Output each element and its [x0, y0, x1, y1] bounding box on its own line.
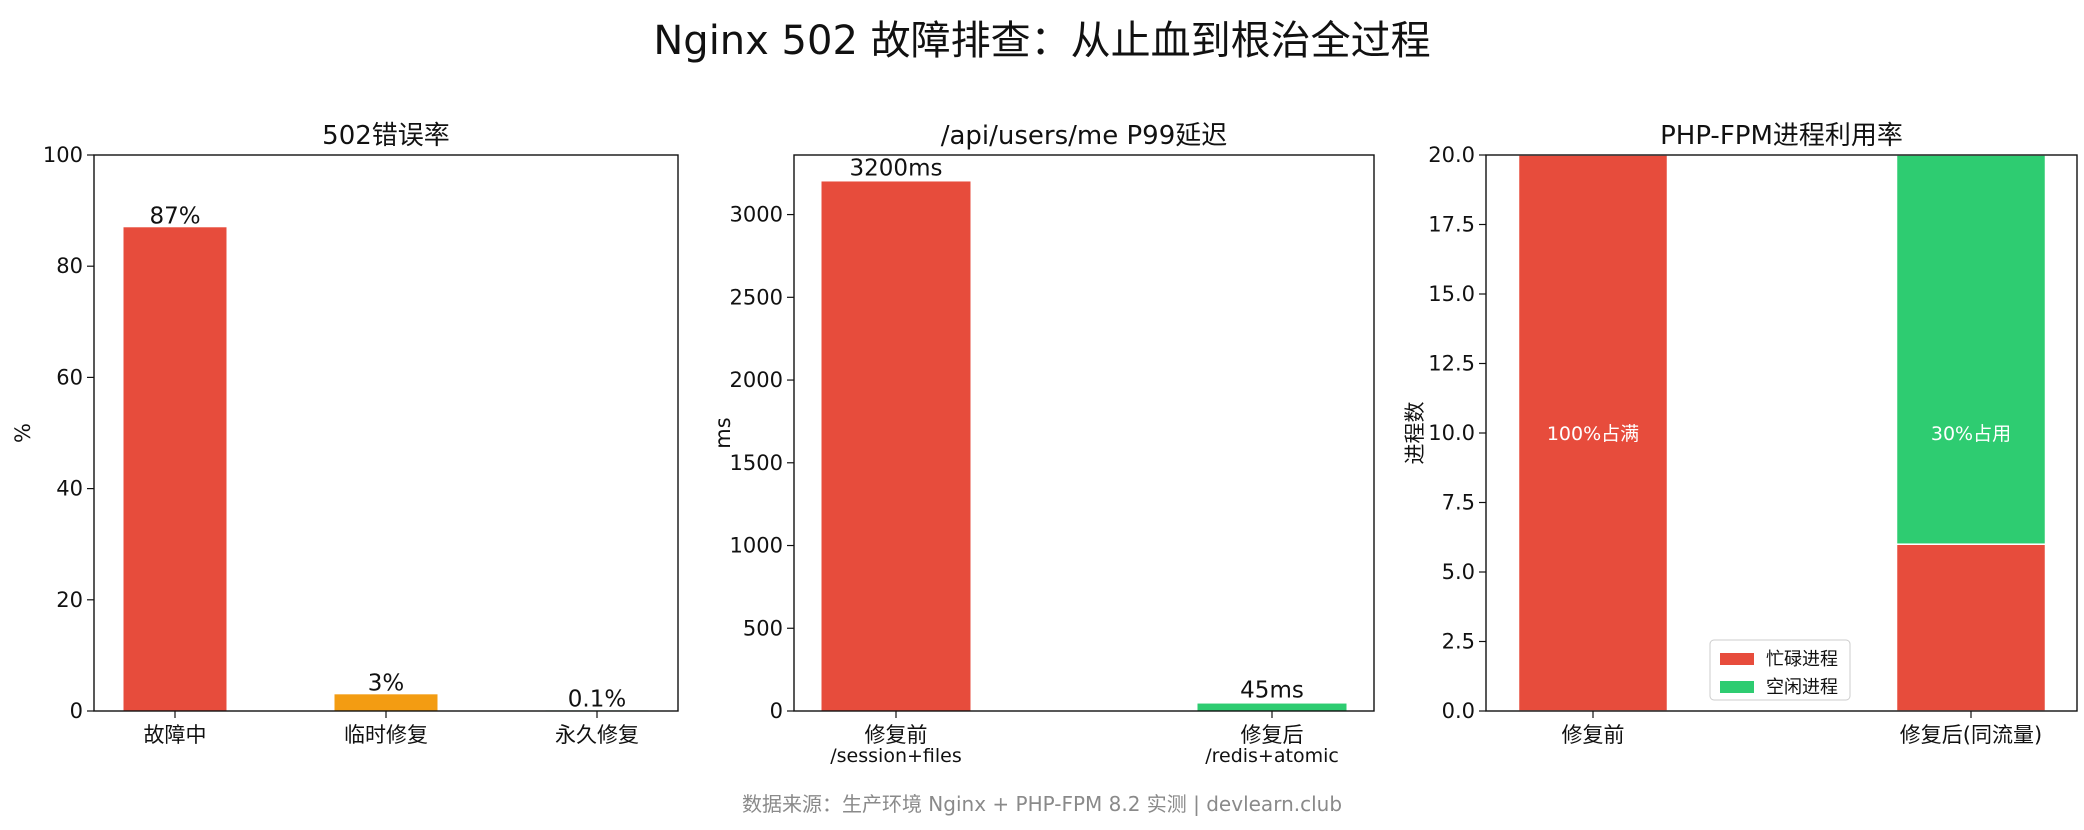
bar-修复后: [1197, 703, 1347, 711]
panel-3-y-tick-label: 2.5: [1442, 630, 1475, 654]
bar-value-label: 45ms: [1240, 678, 1304, 704]
panel-1-axes-frame: [93, 154, 679, 712]
legend-swatch-空闲进程: [1720, 681, 1754, 693]
legend-swatch-忙碌进程: [1720, 653, 1754, 665]
bar-value-label: 87%: [149, 203, 200, 229]
panel-3-y-tick-label: 0.0: [1442, 699, 1475, 723]
panel-3-y-tick-label: 5.0: [1442, 560, 1475, 584]
legend-label: 空闲进程: [1766, 677, 1838, 698]
panel-1-y-axis-label: %: [11, 423, 35, 443]
stacked-bar-忙碌进程: [1895, 543, 2047, 712]
panel-1-y-tick-label: 60: [56, 365, 83, 389]
x-tick-sublabel: /redis+atomic: [1205, 745, 1339, 767]
panel-1-y-tick-label: 40: [56, 477, 83, 501]
bar-annotation: 100%占满: [1547, 423, 1639, 445]
x-tick-label: 修复前: [1562, 723, 1625, 747]
bar-故障中: [123, 227, 227, 711]
panel-2-y-tick-label: 2500: [730, 285, 783, 309]
panel-2-y-tick-label: 1500: [730, 451, 783, 475]
x-tick-label: 修复前: [865, 723, 928, 747]
panel-1-title: 502错误率: [322, 121, 450, 151]
stacked-bar-空闲进程: [1895, 154, 2047, 545]
bar-value-label: 3200ms: [850, 155, 943, 181]
bar-value-label: 0.1%: [568, 686, 626, 712]
x-tick-label: 永久修复: [555, 723, 639, 747]
panel-2-y-tick-label: 500: [743, 616, 783, 640]
panel-2-y-tick-label: 2000: [730, 368, 783, 392]
panel-3-title: PHP-FPM进程利用率: [1660, 121, 1903, 151]
figure-title: Nginx 502 故障排查：从止血到根治全过程: [653, 18, 1431, 64]
panel-1-y-tick-label: 0: [70, 699, 83, 723]
panel-3-y-tick-label: 7.5: [1442, 491, 1475, 515]
panel-2-y-tick-label: 0: [770, 699, 783, 723]
bar-修复前: [821, 181, 971, 711]
legend-label: 忙碌进程: [1766, 649, 1838, 670]
panel-2-y-tick-label: 1000: [730, 534, 783, 558]
data-source-note: 数据来源：生产环境 Nginx + PHP-FPM 8.2 实测 | devle…: [741, 792, 1343, 816]
panel-2-y-axis-label: ms: [711, 417, 735, 448]
panel-2-y-tick-label: 3000: [730, 203, 783, 227]
bar-临时修复: [334, 694, 438, 711]
panel-3-y-tick-label: 12.5: [1428, 352, 1475, 376]
bar-annotation: 30%占用: [1931, 423, 2011, 445]
panel-3-y-axis-label: 进程数: [1403, 402, 1427, 465]
panel-3-y-tick-label: 10.0: [1428, 421, 1475, 445]
panel-3-axes-frame: [1485, 154, 2078, 712]
x-tick-label: 故障中: [144, 723, 207, 747]
panel-2-title: /api/users/me P99延迟: [941, 121, 1228, 151]
x-tick-label: 临时修复: [344, 723, 428, 747]
x-tick-label: 修复后(同流量): [1900, 723, 2042, 747]
panel-1-y-tick-label: 20: [56, 588, 83, 612]
x-tick-sublabel: /session+files: [830, 745, 962, 767]
panel-1-y-tick-label: 80: [56, 254, 83, 278]
panel-1-y-tick-label: 100: [43, 143, 83, 167]
bar-value-label: 3%: [368, 670, 405, 696]
x-tick-label: 修复后: [1241, 723, 1304, 747]
panel-3-y-tick-label: 20.0: [1428, 143, 1475, 167]
panel-3-y-tick-label: 15.0: [1428, 282, 1475, 306]
panel-3-y-tick-label: 17.5: [1428, 213, 1475, 237]
panel-2-axes-frame: [793, 154, 1375, 712]
stacked-bar-忙碌进程: [1517, 154, 1669, 712]
